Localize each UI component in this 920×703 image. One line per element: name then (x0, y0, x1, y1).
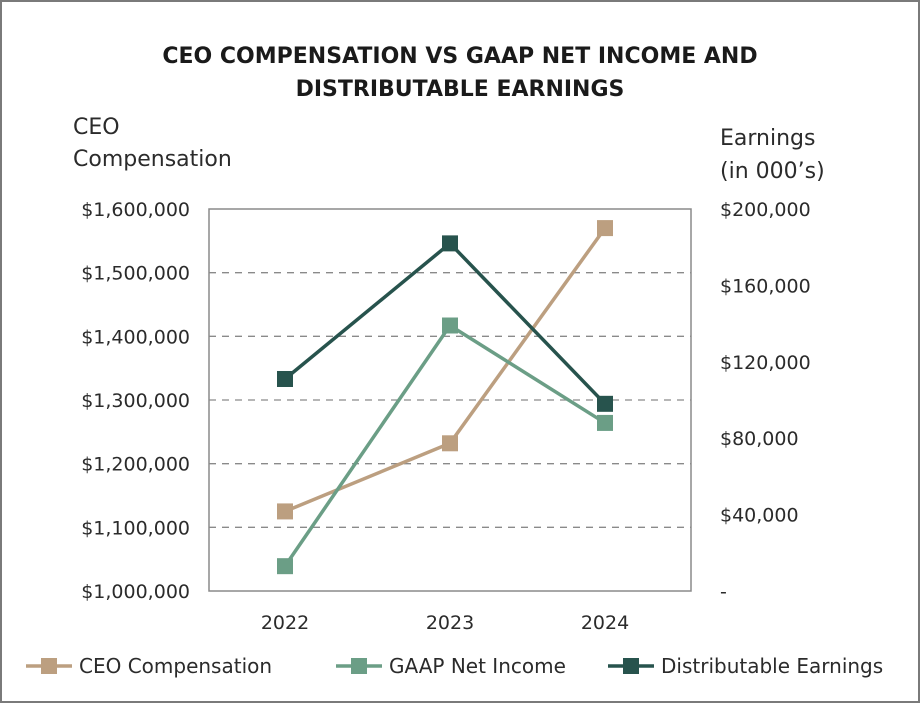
ceo-compensation-marker (597, 220, 613, 237)
distributable-earnings-marker (597, 395, 613, 412)
right-tick-label: $120,000 (720, 352, 811, 374)
gaap-net-income-legend-label: GAAP Net Income (389, 654, 566, 678)
gaap-net-income-marker (597, 414, 613, 431)
chart-title-line-2: DISTRIBUTABLE EARNINGS (296, 77, 625, 102)
right-axis-title-line-2: (in 000’s) (720, 159, 825, 184)
chart-title: CEO COMPENSATION VS GAAP NET INCOME AND … (162, 44, 757, 102)
x-tick-label: 2024 (581, 612, 629, 634)
left-tick-label: $1,000,000 (81, 581, 190, 603)
right-tick-label: $40,000 (720, 505, 799, 527)
left-tick-label: $1,500,000 (81, 263, 190, 285)
series-lines (283, 227, 607, 568)
chart-title-line-1: CEO COMPENSATION VS GAAP NET INCOME AND (162, 44, 757, 69)
x-axis-ticks: 2022 2023 2024 (261, 612, 629, 634)
right-tick-label: $160,000 (720, 275, 811, 297)
right-tick-label: $200,000 (720, 199, 811, 221)
right-tick-label: - (720, 581, 727, 603)
right-axis-ticks: - $40,000 $80,000 $120,000 $160,000 $200,000 (720, 199, 811, 603)
right-tick-label: $80,000 (720, 428, 799, 450)
left-axis-ticks: $1,000,000 $1,100,000 $1,200,000 $1,300,000… (81, 199, 190, 603)
x-tick-label: 2022 (261, 612, 309, 634)
ceo-compensation-marker (442, 435, 458, 452)
x-tick-label: 2023 (426, 612, 474, 634)
left-tick-label: $1,300,000 (81, 390, 190, 412)
plot-area-border (208, 208, 692, 592)
distributable-earnings-legend-marker (623, 658, 639, 674)
series-markers (277, 220, 613, 575)
distributable-earnings-marker (442, 235, 458, 252)
left-tick-label: $1,400,000 (81, 326, 190, 348)
left-tick-label: $1,200,000 (81, 454, 190, 476)
gaap-net-income-marker (442, 317, 458, 334)
ceo-compensation-legend-marker (41, 658, 57, 674)
left-tick-label: $1,100,000 (81, 517, 190, 539)
legend: CEO Compensation GAAP Net Income Distribut… (26, 654, 883, 678)
left-axis-title-line-1: CEO (73, 115, 120, 140)
ceo-compensation-marker (277, 503, 293, 520)
ceo-compensation-line (284, 227, 607, 514)
right-axis-title-line-1: Earnings (720, 126, 815, 151)
left-tick-label: $1,600,000 (81, 199, 190, 221)
gridlines (209, 272, 691, 528)
gaap-net-income-legend-marker (351, 658, 367, 674)
gaap-net-income-marker (277, 558, 293, 575)
distributable-earnings-marker (277, 370, 293, 387)
ceo-compensation-legend-label: CEO Compensation (79, 654, 272, 678)
left-axis-title-line-2: Compensation (73, 147, 232, 172)
distributable-earnings-legend-label: Distributable Earnings (661, 654, 883, 678)
